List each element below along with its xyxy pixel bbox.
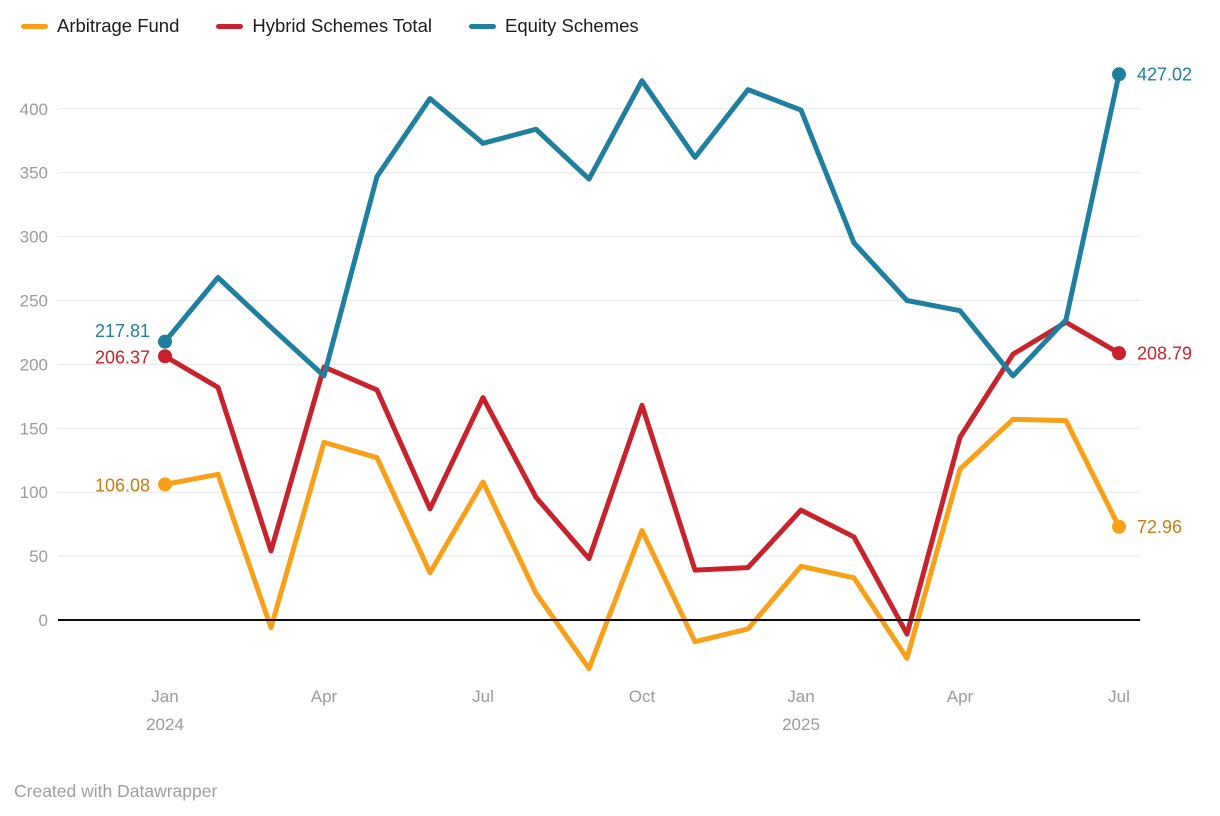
legend-item-hybrid-schemes-total: Hybrid Schemes Total (216, 15, 432, 36)
y-axis-tick-300: 300 (20, 228, 48, 247)
line-arbitrage-fund[interactable] (162, 416, 1122, 672)
end-dot-hybrid-schemes-total[interactable] (1112, 346, 1126, 361)
start-value-label-equity-schemes: 217.81 (95, 321, 150, 341)
x-axis-tick-year-2025: 2025 (782, 715, 820, 734)
x-axis-tick-apr: Apr (947, 687, 974, 706)
x-axis-tick-oct: Oct (629, 687, 656, 706)
legend-swatch-equity-schemes (468, 23, 496, 29)
end-value-label-equity-schemes: 427.02 (1137, 65, 1192, 85)
x-axis-tick-jul: Jul (1108, 687, 1130, 706)
legend: Arbitrage Fund Hybrid Schemes Total Equity… (21, 15, 639, 36)
y-axis-tick-150: 150 (20, 419, 48, 438)
y-axis-tick-250: 250 (20, 291, 48, 310)
datawrapper-credit: Created with Datawrapper (14, 781, 218, 801)
legend-swatch-arbitrage-fund (21, 23, 48, 29)
legend-label: Equity Schemes (504, 15, 639, 36)
y-axis-tick-400: 400 (20, 100, 48, 119)
end-dot-equity-schemes[interactable] (1112, 67, 1126, 82)
start-dot-hybrid-schemes-total[interactable] (158, 349, 172, 364)
x-axis-tick-apr: Apr (311, 687, 338, 706)
x-axis-tick-jul: Jul (472, 687, 494, 706)
x-axis-tick-year-2024: 2024 (146, 715, 184, 734)
end-value-label-hybrid-schemes-total: 208.79 (1137, 343, 1192, 363)
y-axis-tick-100: 100 (20, 483, 48, 502)
end-dot-arbitrage-fund[interactable] (1112, 519, 1126, 534)
legend-item-equity-schemes: Equity Schemes (468, 15, 639, 36)
y-axis-tick-0: 0 (39, 611, 48, 630)
start-value-label-arbitrage-fund: 106.08 (95, 476, 150, 496)
y-axis-tick-200: 200 (20, 355, 48, 374)
start-value-label-hybrid-schemes-total: 206.37 (95, 348, 150, 368)
start-dot-arbitrage-fund[interactable] (158, 477, 172, 492)
line-equity-schemes[interactable] (162, 71, 1122, 379)
line-chart-canvas: 0 50 100 150 200 250 300 350 400 106.08 72.96 206.3… (20, 65, 1192, 734)
legend-swatch-hybrid-schemes-total (216, 23, 244, 29)
line-hybrid-schemes-total[interactable] (162, 319, 1122, 637)
legend-label: Arbitrage Fund (57, 15, 180, 36)
y-axis-tick-350: 350 (20, 164, 48, 183)
start-dot-equity-schemes[interactable] (158, 334, 172, 349)
legend-item-arbitrage-fund: Arbitrage Fund (21, 15, 180, 36)
x-axis-tick-jan2024: Jan (151, 687, 178, 706)
legend-label: Hybrid Schemes Total (252, 15, 432, 36)
y-axis-tick-50: 50 (29, 547, 48, 566)
x-axis-tick-jan2025: Jan (787, 687, 814, 706)
end-value-label-arbitrage-fund: 72.96 (1137, 517, 1182, 537)
